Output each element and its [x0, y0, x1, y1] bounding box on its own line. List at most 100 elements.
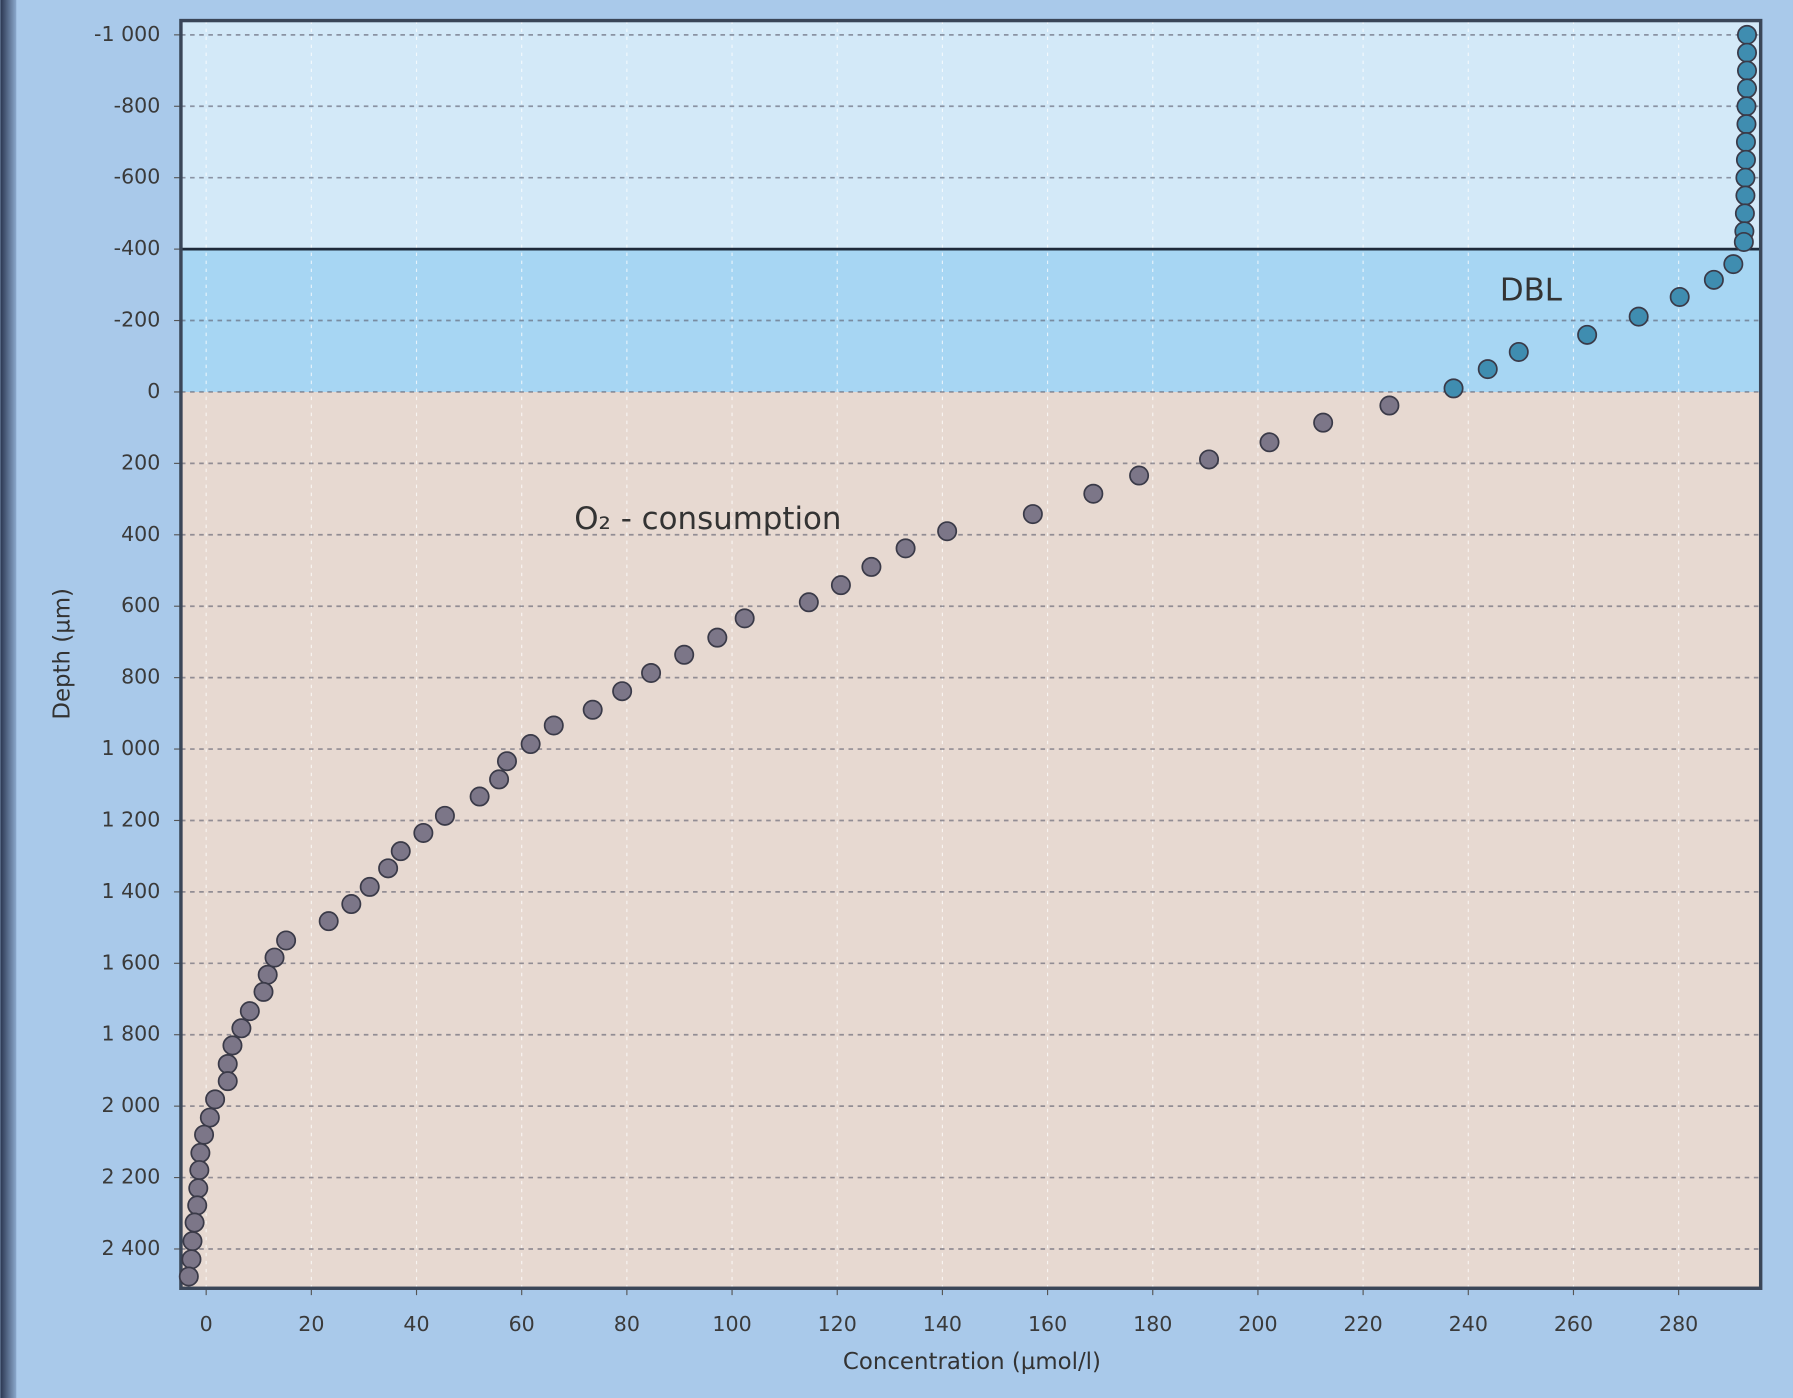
- data-point: [736, 609, 754, 627]
- data-point: [1314, 414, 1332, 432]
- page: {"chart_data": {"type": "scatter", "x_la…: [0, 0, 1793, 1398]
- data-point: [1737, 97, 1755, 115]
- x-tick-label: 40: [403, 1312, 429, 1336]
- data-point: [521, 735, 539, 753]
- data-point: [1738, 44, 1756, 62]
- data-point: [1084, 485, 1102, 503]
- data-point: [1024, 505, 1042, 523]
- data-point: [1671, 288, 1689, 306]
- y-tick-label: 600: [121, 593, 160, 617]
- data-point: [1737, 133, 1755, 151]
- y-tick-label: 200: [121, 450, 160, 474]
- data-point: [277, 931, 295, 949]
- annotation: O₂ - consumption: [574, 501, 841, 537]
- y-tick-label: 0: [147, 379, 160, 403]
- x-tick-label: 160: [1028, 1312, 1067, 1336]
- x-tick-label: 200: [1238, 1312, 1277, 1336]
- data-point: [1444, 379, 1462, 397]
- data-point: [1735, 233, 1753, 251]
- data-point: [1738, 61, 1756, 79]
- x-tick-label: 180: [1133, 1312, 1172, 1336]
- x-tick-label: 100: [712, 1312, 751, 1336]
- data-point: [320, 912, 338, 930]
- data-point: [498, 752, 516, 770]
- annotation: DBL: [1500, 272, 1563, 308]
- data-point: [1737, 115, 1755, 133]
- data-point: [392, 842, 410, 860]
- y-tick-label: 1 800: [101, 1022, 160, 1046]
- data-point: [1380, 396, 1398, 414]
- data-point: [254, 983, 272, 1001]
- data-point: [436, 807, 454, 825]
- y-tick-label: 1 400: [101, 879, 160, 903]
- data-point: [219, 1055, 237, 1073]
- data-point: [1130, 466, 1148, 484]
- y-tick-label: 2 000: [101, 1093, 160, 1117]
- data-point: [1738, 26, 1756, 44]
- data-point: [189, 1179, 207, 1197]
- x-tick-label: 280: [1659, 1312, 1698, 1336]
- chart: 020406080100120140160180200220240260280-…: [0, 0, 1793, 1398]
- y-tick-label: -600: [114, 165, 161, 189]
- y-tick-label: 1 600: [101, 950, 160, 974]
- x-tick-label: 260: [1554, 1312, 1593, 1336]
- x-axis-label: Concentration (µmol/l): [843, 1349, 1101, 1375]
- data-point: [800, 593, 818, 611]
- data-point: [1479, 360, 1497, 378]
- data-point: [361, 878, 379, 896]
- data-point: [1724, 255, 1742, 273]
- data-point: [241, 1002, 259, 1020]
- data-point: [675, 646, 693, 664]
- data-point: [1630, 307, 1648, 325]
- data-point: [938, 522, 956, 540]
- left-edge: [0, 0, 16, 1398]
- data-point: [1200, 450, 1218, 468]
- data-point: [190, 1161, 208, 1179]
- data-point: [379, 859, 397, 877]
- data-point: [183, 1232, 201, 1250]
- y-tick-label: 2 400: [101, 1236, 160, 1260]
- x-tick-label: 120: [818, 1312, 857, 1336]
- y-tick-label: -200: [114, 308, 161, 332]
- data-point: [414, 824, 432, 842]
- y-axis-label: Depth (µm): [50, 588, 76, 720]
- data-point: [182, 1250, 200, 1268]
- data-point: [185, 1213, 203, 1231]
- x-tick-label: 140: [923, 1312, 962, 1336]
- x-tick-label: 220: [1343, 1312, 1382, 1336]
- data-point: [896, 539, 914, 557]
- y-tick-label: -1 000: [94, 22, 160, 46]
- y-tick-label: 800: [121, 665, 160, 689]
- data-point: [188, 1196, 206, 1214]
- band: [181, 21, 1761, 250]
- data-point: [219, 1072, 237, 1090]
- data-point: [265, 948, 283, 966]
- y-tick-label: 400: [121, 522, 160, 546]
- data-point: [470, 787, 488, 805]
- y-tick-label: 2 200: [101, 1165, 160, 1189]
- x-tick-label: 240: [1449, 1312, 1488, 1336]
- y-tick-label: -800: [114, 93, 161, 117]
- data-point: [613, 682, 631, 700]
- data-point: [1737, 151, 1755, 169]
- data-point: [1578, 326, 1596, 344]
- data-point: [584, 701, 602, 719]
- data-point: [232, 1019, 250, 1037]
- data-point: [1736, 204, 1754, 222]
- data-point: [490, 770, 508, 788]
- data-point: [1510, 343, 1528, 361]
- data-point: [201, 1108, 219, 1126]
- data-point: [191, 1144, 209, 1162]
- data-point: [206, 1090, 224, 1108]
- data-point: [259, 966, 277, 984]
- data-point: [1736, 186, 1754, 204]
- data-point: [195, 1126, 213, 1144]
- y-tick-label: -400: [114, 236, 161, 260]
- data-point: [642, 664, 660, 682]
- data-point: [342, 895, 360, 913]
- data-point: [832, 576, 850, 594]
- data-point: [180, 1267, 198, 1285]
- data-point: [545, 716, 563, 734]
- y-tick-label: 1 000: [101, 736, 160, 760]
- y-tick-label: 1 200: [101, 807, 160, 831]
